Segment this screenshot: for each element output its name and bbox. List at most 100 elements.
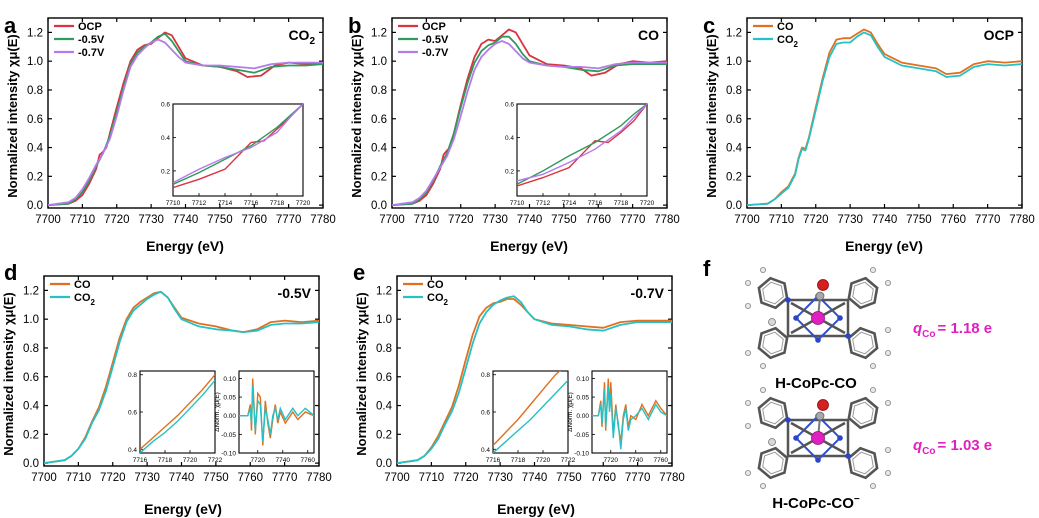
inset-x-tick-label: 7710 — [510, 200, 525, 207]
x-tick-label: 7770 — [620, 214, 646, 226]
x-tick-label: 7780 — [1009, 214, 1035, 226]
legend-label: OCP — [78, 21, 102, 33]
y-tick-label: 1.2 — [23, 285, 39, 297]
legend-text: CO — [74, 279, 91, 291]
panel-d: d Normalized intensity χμ(E) Energy (eV)… — [1, 260, 332, 517]
carbon-atom — [815, 291, 825, 301]
series-line--0.7v — [391, 40, 667, 206]
x-axis-label: Energy (eV) — [144, 501, 222, 517]
y-tick-label: 0.8 — [27, 85, 43, 97]
chart-title: -0.7V — [631, 285, 665, 301]
y-tick-label: 0.8 — [726, 85, 742, 97]
inset-x-tick-label: 7720 — [183, 457, 198, 464]
inset-x-tick-label: 7760 — [301, 457, 316, 464]
panel-f: f H-CoPc-CO qCo = 1.18 e H-CoPc-CO− qCo = … — [703, 256, 992, 512]
hydrogen-atom — [885, 400, 892, 407]
inset-y-tick-label: 0.2 — [161, 168, 170, 175]
hydrogen-atom — [885, 470, 892, 477]
x-tick-label: 7730 — [482, 214, 508, 226]
y-tick-label: 1.0 — [23, 314, 39, 326]
x-tick-label: 7700 — [35, 214, 61, 226]
hydrogen-atom — [745, 422, 752, 429]
structure-label: H-CoPc-CO− — [772, 494, 860, 512]
inset-x-tick-label: 7716 — [244, 200, 259, 207]
nitrogen-atom — [785, 417, 791, 423]
inset-plot: 7720 7740 7760 -0.10 -0.05 0.00 0.05 0.10 ΔNorm.… — [567, 370, 668, 464]
inset-y-tick-label: 0.6 — [481, 410, 490, 417]
panel-letter: c — [703, 13, 715, 38]
panel-letter: a — [4, 13, 17, 38]
legend-label: -0.7V — [78, 47, 105, 59]
x-tick-label: 7720 — [100, 472, 126, 484]
legend-text: -0.5V — [78, 34, 105, 46]
x-tick-label: 7710 — [414, 214, 440, 226]
x-tick-label: 7750 — [906, 214, 932, 226]
carbon-atom — [815, 411, 825, 421]
hydrogen-atom — [745, 470, 752, 477]
inset-x-tick-label: 7716 — [133, 457, 148, 464]
panel-a: a Normalized intensity χμ(E) Energy (eV)… — [4, 13, 336, 254]
inset-y-tick-label: -0.10 — [574, 451, 589, 458]
legend-label: -0.7V — [422, 47, 449, 59]
inset-series-line — [493, 379, 568, 453]
series-line-ocp — [391, 28, 668, 206]
y-tick-label: 1.2 — [27, 27, 43, 39]
inset-series-line — [517, 104, 647, 182]
y-tick-label: 0.6 — [23, 372, 39, 384]
benzo-ring — [757, 276, 789, 310]
y-axis-label: Normalized intensity χμ(E) — [1, 292, 16, 456]
nitrogen-atom — [845, 453, 851, 459]
series-line-co2 — [396, 295, 672, 464]
legend-text: OCP — [422, 21, 446, 33]
inset-y-tick-label: -0.05 — [221, 432, 236, 439]
inset-series-line — [140, 379, 215, 453]
x-tick-label: 7740 — [173, 214, 199, 226]
inset-x-tick-label: 7720 — [251, 457, 266, 464]
chart-title: -0.5V — [278, 285, 312, 301]
inset-y-tick-label: -0.05 — [574, 432, 589, 439]
inset-x-tick-label: 7714 — [218, 200, 233, 207]
inset-y-tick-label: 0.4 — [481, 447, 490, 454]
x-tick-label: 7740 — [169, 472, 195, 484]
inset-x-tick-label: 7720 — [640, 200, 655, 207]
title-subscript: 2 — [309, 36, 315, 47]
inset-x-tick-label: 7718 — [511, 457, 526, 464]
y-tick-label: 1.0 — [27, 56, 43, 68]
panel-letter: f — [703, 256, 711, 281]
x-tick-label: 7700 — [384, 472, 410, 484]
legend-label: -0.5V — [422, 34, 449, 46]
x-tick-label: 7730 — [487, 472, 513, 484]
y-tick-label: 0.0 — [726, 200, 742, 212]
inset-y-tick-label: 0.8 — [481, 372, 490, 379]
x-tick-label: 7720 — [104, 214, 130, 226]
y-tick-label: 0.0 — [371, 200, 387, 212]
y-tick-label: 0.6 — [371, 114, 387, 126]
y-tick-label: 0.2 — [376, 429, 392, 441]
legend-text: OCP — [78, 21, 102, 33]
y-tick-label: 0.4 — [23, 401, 40, 413]
panel-e: e Normalized intensity χμ(E) Energy (eV)… — [353, 260, 685, 517]
y-tick-label: 0.8 — [371, 85, 387, 97]
benzo-ring-inner — [852, 281, 874, 305]
hydrogen-atom — [760, 267, 767, 274]
y-axis-label: Normalized intensity χμ(E) — [349, 34, 364, 198]
x-axis-label: Energy (eV) — [146, 238, 224, 254]
legend-text: -0.7V — [422, 47, 449, 59]
inset-x-tick-label: 7720 — [296, 200, 311, 207]
inset-series-line — [173, 104, 303, 184]
inset-series-line — [493, 371, 561, 446]
inset-y-tick-label: 0.2 — [505, 168, 514, 175]
nitrogen-atom — [793, 315, 799, 321]
inset-y-tick-label: 0.6 — [128, 410, 137, 417]
panel-letter: e — [353, 260, 365, 285]
y-tick-label: 0.2 — [726, 171, 742, 183]
x-tick-label: 7750 — [551, 214, 577, 226]
structure-label: H-CoPc-CO — [775, 375, 857, 392]
inset-plot: 7716 7718 7720 7722 0.4 0.6 0.8 — [481, 370, 576, 464]
hydrogen-atom — [885, 446, 892, 453]
y-tick-label: 0.4 — [726, 143, 743, 155]
x-tick-label: 7710 — [70, 214, 96, 226]
benzo-ring-inner — [852, 401, 874, 425]
series-line-co2 — [43, 290, 320, 464]
